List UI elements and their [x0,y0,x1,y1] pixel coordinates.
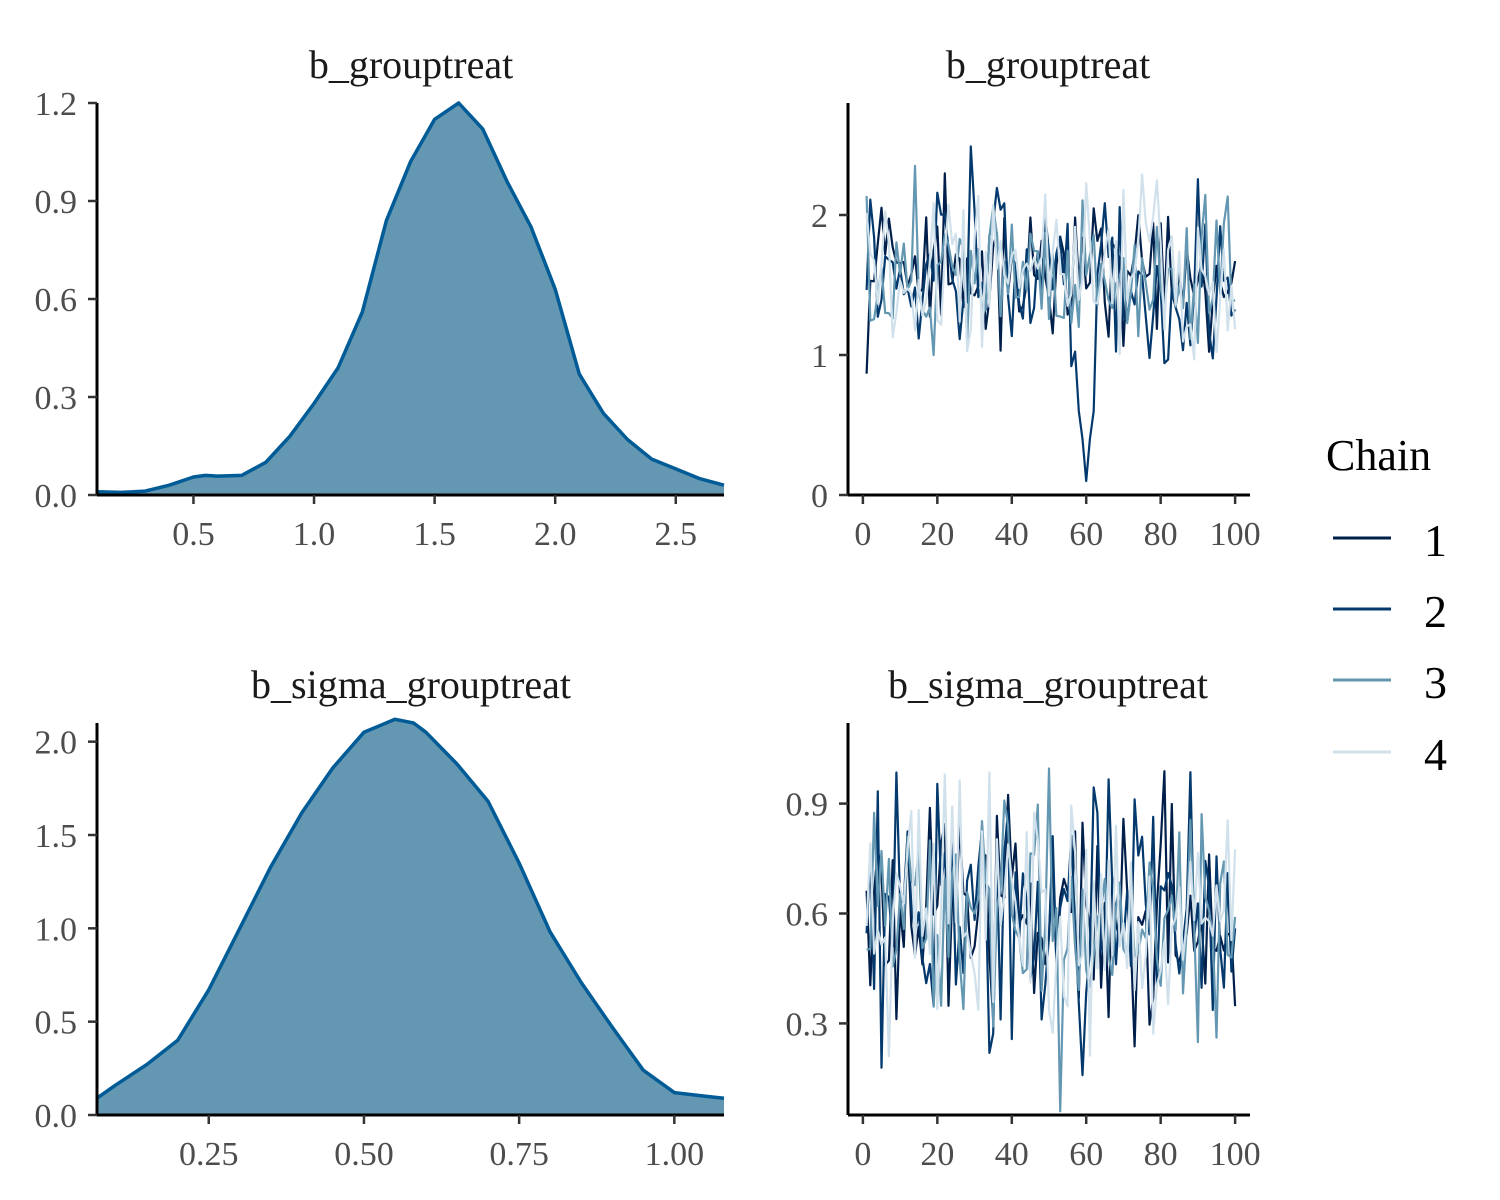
trace-line-chain-4 [865,771,1237,1058]
density-curve [96,101,725,495]
x-tick-label: 0.50 [334,1136,394,1173]
y-tick-label: 0.3 [35,380,78,417]
x-tick-label: 1.00 [645,1136,705,1173]
panel-density-sigma-grouptreat: b_sigma_grouptreat 0.25 0.50 0.75 1.000.00.… [35,662,725,1173]
panel-trace-grouptreat: b_grouptreat 0 20 40 60 80 100 0 1 2 [811,42,1261,553]
panel-title: b_grouptreat [946,42,1150,87]
x-tick-label: 0.5 [172,516,215,553]
legend-item: 3 [1333,657,1447,708]
legend-item: 2 [1333,586,1447,637]
x-tick-label: 40 [995,516,1029,553]
legend: Chain 1 2 3 4 [1326,431,1447,780]
y-tick-label: 0.3 [786,1006,829,1043]
x-tick-label: 2.0 [534,516,577,553]
plot-area: 0 20 40 60 80 100 0 1 2 [811,103,1261,553]
density-area [97,719,724,1115]
x-tick-label: 2.5 [655,516,698,553]
x-tick-label: 100 [1210,516,1261,553]
plot-area: 0 20 40 60 80 100 0.3 0.6 0.9 [786,723,1261,1173]
legend-label: 3 [1424,657,1447,708]
density-curve [95,717,725,1100]
y-tick-label: 1.5 [35,818,78,855]
legend-label: 2 [1424,586,1447,637]
trace-line-chain-4 [865,173,1237,361]
x-tick-label: 20 [920,516,954,553]
x-tick-label: 20 [920,1136,954,1173]
y-tick-label: 0.0 [35,478,78,515]
y-tick-label: 0.0 [35,1098,78,1135]
x-tick-label: 80 [1144,516,1178,553]
y-tick-label: 0.5 [35,1005,78,1042]
y-tick-label: 0.9 [35,184,78,221]
trace-line-chain-3 [866,767,1237,1113]
y-tick-label: 0.9 [786,787,829,824]
legend-label: 4 [1424,729,1447,780]
panel-trace-sigma-grouptreat: b_sigma_grouptreat 0 20 40 60 80 100 0.3 0.6 0.9 [786,662,1261,1173]
panel-title: b_sigma_grouptreat [888,662,1208,707]
y-tick-label: 2.0 [35,725,78,762]
y-tick-label: 1.2 [35,86,78,123]
legend-item: 1 [1333,515,1447,566]
panel-density-grouptreat: b_grouptreat 0.5 1.0 1.5 2.0 2.5 0.0 0.3 0.6 0.9… [35,42,725,553]
y-tick-label: 1.0 [35,911,78,948]
x-tick-label: 0.25 [179,1136,239,1173]
y-tick-label: 0.6 [35,282,78,319]
legend-title: Chain [1326,431,1431,480]
y-tick-label: 0 [811,478,828,515]
x-tick-label: 60 [1069,1136,1103,1173]
density-area [97,103,724,495]
x-tick-label: 0 [854,516,871,553]
x-tick-label: 100 [1210,1136,1261,1173]
x-tick-label: 1.5 [413,516,456,553]
y-tick-label: 2 [811,198,828,235]
x-tick-label: 0 [854,1136,871,1173]
x-tick-label: 0.75 [489,1136,549,1173]
legend-item: 4 [1333,729,1447,780]
x-tick-label: 60 [1069,516,1103,553]
x-tick-label: 40 [995,1136,1029,1173]
panel-title: b_grouptreat [309,42,513,87]
y-tick-label: 1 [811,338,828,375]
plot-area: 0.5 1.0 1.5 2.0 2.5 0.0 0.3 0.6 0.9 1.2 [35,86,725,553]
x-tick-label: 1.0 [293,516,336,553]
panel-title: b_sigma_grouptreat [251,662,571,707]
legend-label: 1 [1424,515,1447,566]
x-tick-label: 80 [1144,1136,1178,1173]
plot-area: 0.25 0.50 0.75 1.00 0.0 0.5 1.0 1.5 2.0 [35,717,725,1173]
y-tick-label: 0.6 [786,897,829,934]
